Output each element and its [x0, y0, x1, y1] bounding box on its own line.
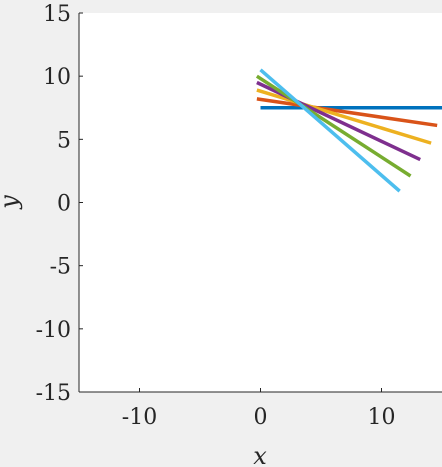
series-line-2	[256, 97, 438, 128]
y-tick-label: 10	[43, 65, 71, 90]
y-axis-title: y	[0, 195, 23, 210]
y-tick-label: 5	[57, 128, 71, 153]
y-tick-label: 15	[43, 2, 71, 27]
x-axis-title: x	[253, 442, 267, 467]
plot-area	[79, 13, 442, 392]
y-tick-label: -10	[36, 318, 71, 343]
series-line-6	[259, 68, 401, 193]
series-line-3	[256, 88, 432, 145]
y-tick-label: -5	[50, 255, 71, 280]
series-layer	[255, 68, 442, 193]
x-tick-label: -10	[122, 405, 157, 430]
y-tick-label: 0	[57, 192, 71, 217]
series-line-5	[255, 74, 412, 178]
y-tick-label: -15	[36, 381, 71, 406]
x-tick-label: 10	[368, 405, 396, 430]
axes-layer: -10 0 10 -15 -10 -5 0 5 10 15	[36, 2, 442, 430]
x-tick-label: 0	[254, 405, 268, 430]
